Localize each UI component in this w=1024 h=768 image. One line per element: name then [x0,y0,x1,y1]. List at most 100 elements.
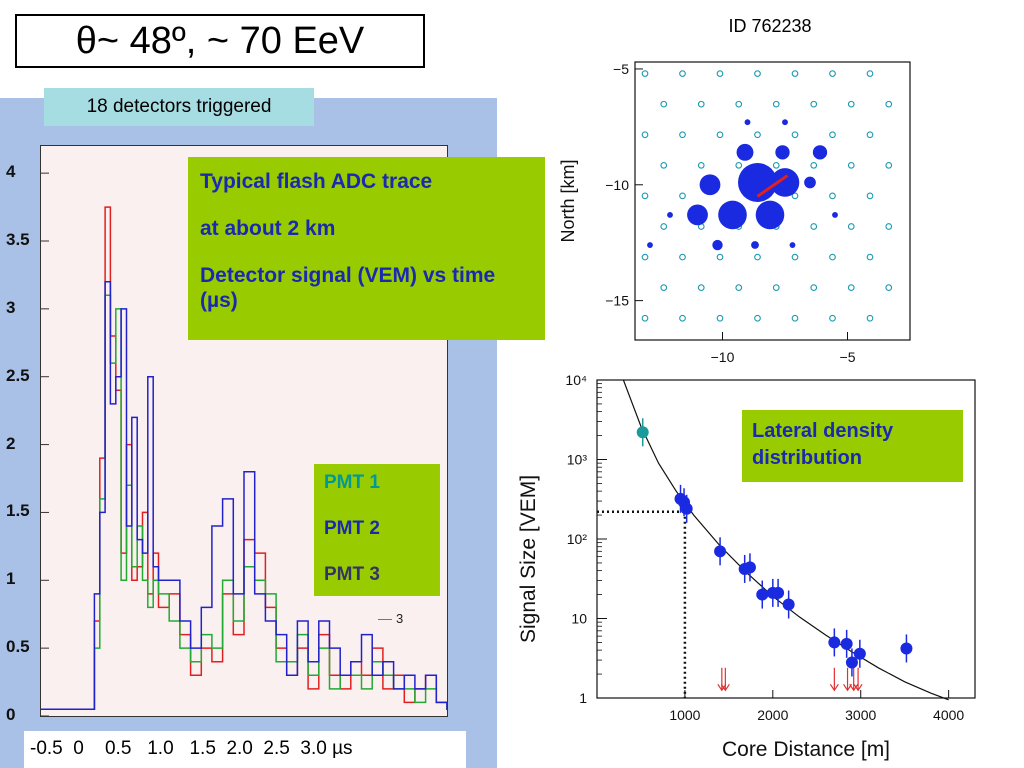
upper-limit-arrowhead [843,683,853,692]
station-marker [847,161,855,169]
ldf-data-point [714,545,727,558]
triggered-station [804,176,816,189]
station-marker [754,70,761,77]
detectors-triggered-label: 18 detectors triggered [44,88,314,126]
ldf-xtick-label: 3000 [845,707,876,723]
station-marker [791,314,799,322]
station-map-title: ID 762238 [728,16,812,36]
station-marker [772,100,780,108]
triggered-station [789,242,796,248]
ldf-data-point [772,586,785,599]
triggered-station [744,119,751,126]
station-marker [772,284,780,291]
station-marker [716,70,724,77]
station-marker [885,284,893,291]
station-marker [885,223,893,230]
station-marker [810,223,818,230]
station-marker [772,161,780,169]
triggered-station [736,143,754,161]
pmt-1-label: PMT 1 [324,472,380,493]
lateral-distribution-plot: 1000 2000 3000 4000 1 10 10² 10³ 10⁴ Core Distanc… [517,372,976,761]
ldf-y-axis-label: Signal Size [VEM] [517,475,540,643]
ldf-x-axis-label: Core Distance [m] [722,738,890,761]
station-marker [885,100,893,108]
triggered-station [782,119,788,126]
fadc-ytick-label: 2 [6,433,16,453]
station-marker [754,253,761,261]
station-marker [679,253,686,261]
map-y-axis-label: North [km] [558,159,578,242]
station-marker [885,161,893,169]
station-marker [847,284,855,291]
station-marker [716,131,724,139]
ldf-xtick-label: 2000 [757,707,788,723]
ldf-xtick-label: 4000 [933,707,964,723]
fadc-y-axis: 0 0.5 1 1.5 2 2.5 3 3.5 4 [0,0,40,768]
triggered-station [751,241,759,249]
upper-limit-arrowhead [849,683,859,692]
station-marker [697,161,705,169]
station-marker [829,192,836,200]
triggered-station [770,168,800,197]
station-marker [660,100,668,108]
ldf-ytick-label: 10³ [567,452,588,468]
fadc-series-3 [41,280,453,710]
upper-limit-arrowhead [853,683,863,692]
triggered-station [812,145,828,160]
ldf-ytick-label: 10 [571,611,587,627]
ldf-data-point [782,598,795,611]
station-marker [660,161,668,169]
station-marker [791,253,799,261]
triggered-station [755,200,785,230]
station-map: −10 −5 −5 −10 −15 North [km] [558,61,911,365]
shower-axis [756,174,789,198]
fadc-ytick-label: 3.5 [6,230,30,249]
station-marker [754,131,761,139]
ldf-ytick-label: 10² [567,531,588,547]
upper-limit-arrowhead [720,683,730,692]
triggered-station [667,211,673,218]
station-marker [660,284,668,291]
ldf-data-point [840,637,853,650]
ldf-data-point [853,647,866,660]
triggered-station [647,242,653,248]
upper-limit-arrowhead [717,683,727,692]
fadc-x-axis-label: -0.5 0 0.5 1.0 1.5 2.0 2.5 3.0 µs [24,731,466,768]
fadc-ytick-label: 2.5 [6,365,30,385]
station-marker [847,223,855,230]
station-marker [866,253,874,261]
station-marker [641,314,649,322]
fadc-ytick-label: 3 [6,297,16,317]
triggered-station [738,162,777,202]
station-marker [679,70,686,77]
fadc-ytick-label: 1.5 [6,501,30,521]
legend-tag-text: 3 [396,611,404,626]
station-marker [810,100,818,108]
pmt-3-label: PMT 3 [324,564,380,585]
triggered-station [712,239,723,251]
station-marker [679,314,686,322]
ldf-data-point [900,642,913,655]
ldf-data-point [828,636,841,649]
ldf-data-point [845,656,858,669]
station-marker [641,192,649,200]
fadc-trace-svg [41,172,453,717]
fadc-ytick-label: 4 [6,162,16,182]
ldf-data-point [636,426,649,439]
station-marker [829,131,836,139]
fadc-ytick-label: 0 [6,705,16,724]
ldf-data-point [743,561,756,574]
ldf-annotation: Lateral density distribution [742,410,963,482]
map-xtick-label: −10 [711,349,735,365]
fadc-note-line-1: Typical flash ADC trace [200,170,433,193]
station-marker [641,70,649,77]
station-marker [660,223,668,230]
event-title: θ~ 48º, ~ 70 EeV [15,14,425,68]
ldf-ytick-label: 1 [579,690,587,706]
pmt-2-label: PMT 2 [324,518,380,539]
triggered-station [687,204,708,226]
station-marker [679,131,686,139]
station-marker [716,253,724,261]
map-xtick-label: −5 [840,349,856,365]
station-marker [829,70,836,77]
